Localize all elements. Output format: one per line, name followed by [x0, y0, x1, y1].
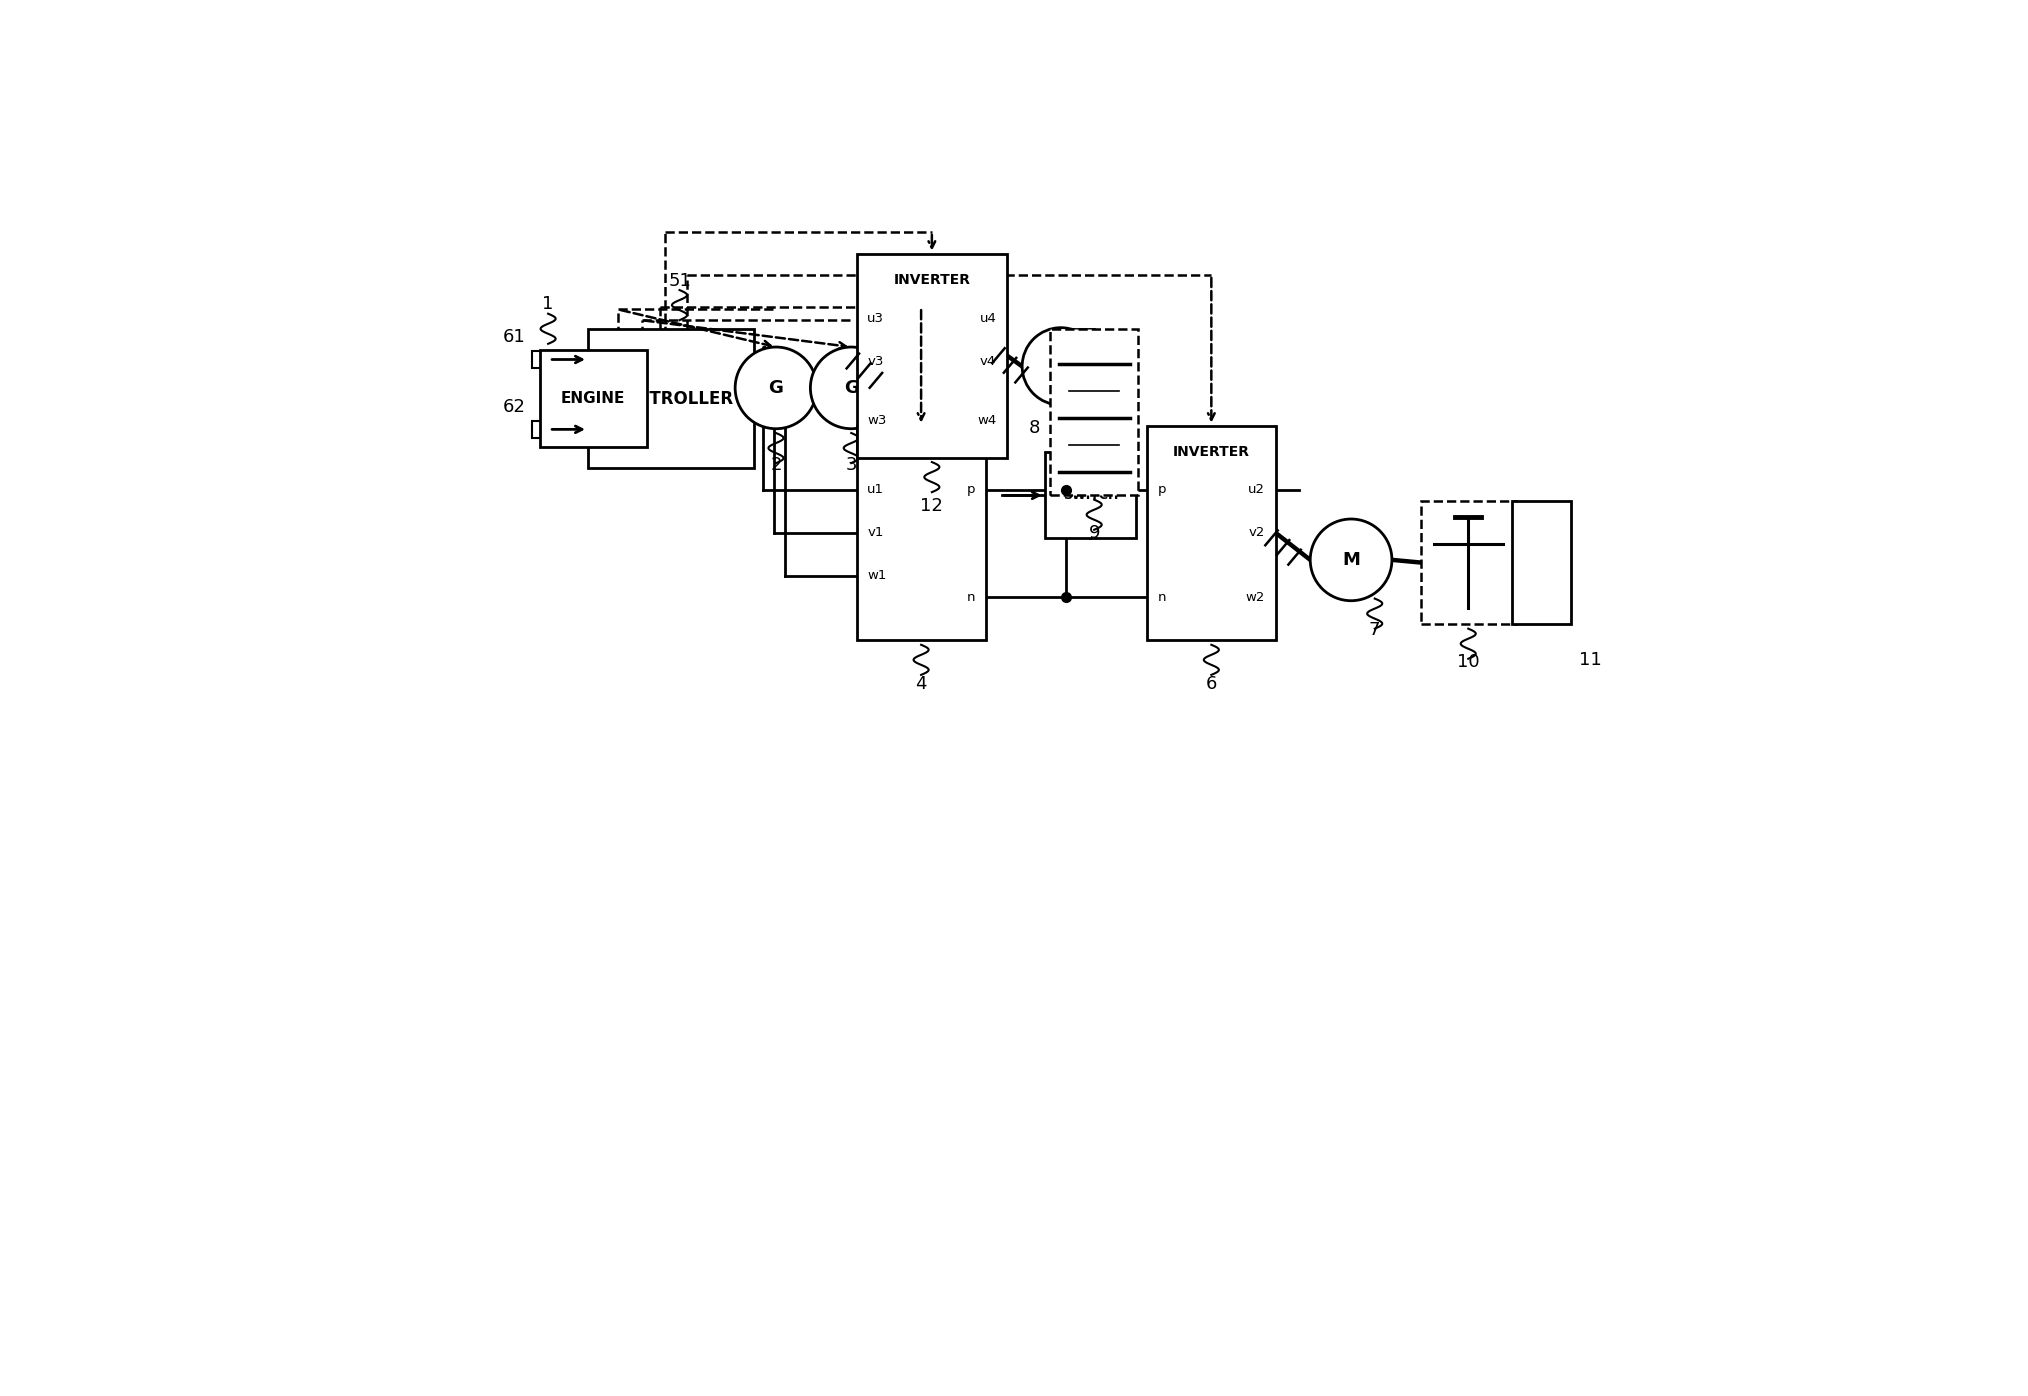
- Bar: [531, 350, 550, 369]
- Text: w4: w4: [977, 413, 996, 427]
- Text: v1: v1: [868, 526, 884, 539]
- Bar: [531, 420, 550, 438]
- Text: G: G: [844, 378, 858, 396]
- Text: 61: 61: [503, 328, 525, 346]
- Text: 7: 7: [1369, 621, 1381, 639]
- Circle shape: [811, 348, 892, 429]
- Text: ENGINE: ENGINE: [562, 391, 625, 406]
- Text: v4: v4: [980, 355, 996, 367]
- Text: n: n: [1158, 591, 1166, 604]
- Text: 11: 11: [1580, 651, 1602, 669]
- Text: p: p: [1158, 483, 1166, 497]
- Text: M: M: [1343, 551, 1361, 568]
- Circle shape: [1022, 328, 1099, 405]
- Text: w3: w3: [868, 413, 886, 427]
- Text: 10: 10: [1456, 653, 1480, 671]
- Text: n: n: [967, 591, 975, 604]
- Bar: [539, 350, 647, 447]
- Text: SWITCH: SWITCH: [1063, 489, 1117, 503]
- Text: 4: 4: [915, 674, 927, 692]
- Text: w1: w1: [868, 570, 886, 582]
- Text: u1: u1: [868, 483, 884, 497]
- Bar: [856, 254, 1008, 458]
- Text: p: p: [967, 483, 975, 497]
- Text: CONTROLLER: CONTROLLER: [608, 389, 734, 408]
- Bar: [1044, 452, 1136, 539]
- Text: 2: 2: [771, 455, 781, 473]
- Text: 6: 6: [1207, 674, 1217, 692]
- Circle shape: [1310, 519, 1391, 600]
- Text: v3: v3: [868, 355, 884, 367]
- Text: u2: u2: [1247, 483, 1265, 497]
- Bar: [1422, 501, 1515, 624]
- Text: G: G: [769, 378, 783, 396]
- Text: 1: 1: [541, 296, 554, 314]
- Text: u4: u4: [980, 311, 996, 324]
- Text: IM: IM: [1051, 359, 1071, 374]
- Text: 62: 62: [503, 398, 525, 416]
- Circle shape: [734, 348, 817, 429]
- Text: u3: u3: [868, 311, 884, 324]
- Text: 3: 3: [846, 455, 858, 473]
- Text: 13: 13: [1067, 434, 1089, 452]
- Text: 51: 51: [667, 272, 692, 290]
- Text: INVERTER: INVERTER: [1172, 445, 1249, 459]
- Text: INVERTER: INVERTER: [894, 274, 969, 288]
- Text: 12: 12: [921, 497, 943, 515]
- Text: 8: 8: [1028, 419, 1040, 437]
- Text: RECTIFIER: RECTIFIER: [880, 445, 961, 459]
- Text: v2: v2: [1249, 526, 1265, 539]
- Bar: [588, 329, 754, 469]
- Bar: [1051, 329, 1138, 496]
- Bar: [1513, 501, 1572, 624]
- Text: 9: 9: [1089, 525, 1099, 543]
- Text: w2: w2: [1245, 591, 1265, 604]
- Bar: [1148, 426, 1276, 641]
- Bar: [856, 426, 986, 641]
